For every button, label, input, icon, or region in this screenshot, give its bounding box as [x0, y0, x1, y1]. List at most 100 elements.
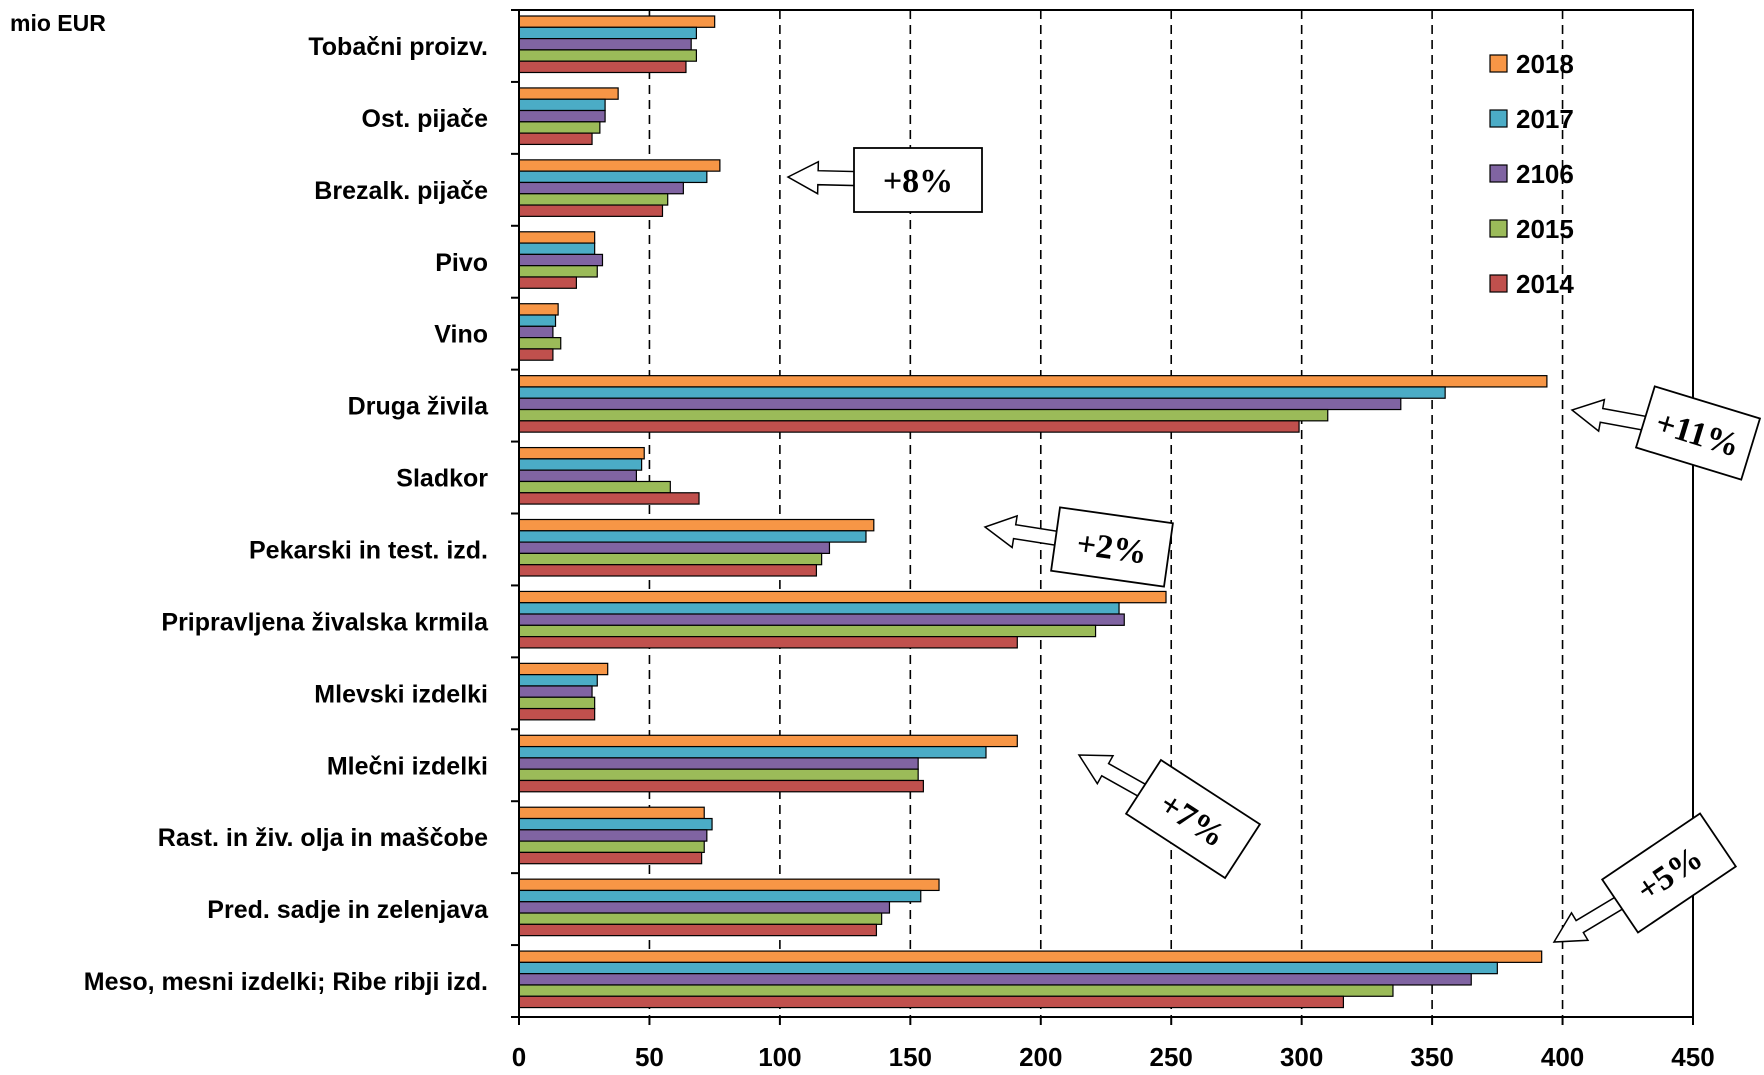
bar: [518, 817, 713, 831]
bar: [518, 912, 883, 925]
bar: [518, 458, 643, 471]
unit-label: mio EUR: [10, 10, 106, 36]
annotation-callout: +8%: [786, 147, 983, 213]
bar: [518, 636, 1018, 649]
bar: [518, 15, 716, 28]
category-label: Sladkor: [396, 465, 488, 493]
category-label: Tobačni proizv.: [308, 33, 488, 61]
x-tick-label: 300: [1280, 1042, 1323, 1072]
bar: [518, 923, 878, 937]
category-label: Brezalk. pijače: [314, 177, 488, 205]
annotation-frame: [853, 147, 983, 213]
annotation-frame: [1050, 506, 1174, 588]
x-tick-label: 50: [635, 1042, 664, 1072]
legend-swatch: [1489, 164, 1508, 183]
bar: [518, 397, 1402, 411]
legend-label: 2015: [1516, 214, 1574, 244]
bar: [518, 231, 596, 244]
bar: [518, 469, 638, 483]
bar: [518, 242, 596, 255]
bar: [518, 984, 1394, 997]
bar: [518, 768, 919, 782]
annotation-frame: [1124, 758, 1262, 880]
bar: [518, 375, 1548, 388]
annotation-box: +11%: [1634, 385, 1762, 481]
category-label: Druga živila: [348, 393, 489, 421]
bar: [518, 253, 604, 267]
bar: [518, 602, 1120, 615]
bar: [518, 181, 684, 195]
bar: [518, 109, 606, 123]
bar: [518, 87, 619, 100]
bar: [518, 265, 598, 278]
bar: [518, 707, 596, 721]
bar: [518, 121, 601, 134]
bar: [518, 303, 559, 316]
bar: [518, 420, 1300, 433]
bar: [518, 193, 669, 206]
bar: [518, 530, 867, 543]
annotation-box: +2%: [1050, 506, 1174, 588]
bar: [518, 613, 1125, 626]
bar: [518, 685, 593, 698]
legend-swatch: [1489, 219, 1508, 238]
bar: [518, 757, 919, 770]
bar: [518, 26, 698, 40]
legend-swatch: [1489, 109, 1508, 128]
annotation-label: +8%: [883, 163, 953, 200]
bar: [518, 49, 698, 62]
bar: [518, 851, 703, 865]
bar: [518, 950, 1543, 963]
bar: [518, 446, 645, 460]
legend-label: 2018: [1516, 49, 1574, 79]
bar: [518, 480, 671, 494]
bar: [518, 60, 687, 74]
category-label: Pekarski in test. izd.: [249, 536, 488, 564]
x-tick-label: 250: [1150, 1042, 1193, 1072]
x-tick-label: 100: [758, 1042, 801, 1072]
bar: [518, 901, 891, 914]
bar: [518, 314, 557, 327]
bar: [518, 541, 831, 554]
annotation-callout: +2%: [983, 506, 1174, 588]
legend-label: 2106: [1516, 159, 1574, 189]
bar: [518, 674, 598, 687]
bar: [518, 889, 922, 903]
legend-label: 2017: [1516, 104, 1574, 134]
x-tick-label: 0: [512, 1042, 526, 1072]
annotation-callout: +11%: [1570, 385, 1762, 481]
legend-swatch: [1489, 274, 1508, 293]
bar: [518, 590, 1167, 604]
bar: [518, 204, 664, 217]
bar: [518, 386, 1446, 399]
bar: [518, 159, 721, 172]
category-label: Meso, mesni izdelki; Ribe ribji izd.: [84, 968, 488, 996]
bar: [518, 745, 987, 759]
bar: [518, 840, 705, 854]
annotation-frame: [1634, 385, 1762, 481]
bar: [518, 734, 1018, 748]
bar: [518, 170, 708, 184]
x-tick-label: 450: [1671, 1042, 1714, 1072]
bar: [518, 276, 577, 289]
bar: [518, 878, 940, 892]
bar: [518, 995, 1345, 1009]
annotation-box: +8%: [853, 147, 983, 213]
category-label: Pripravljena živalska krmila: [161, 608, 489, 636]
bar: [518, 829, 708, 842]
bar: [518, 552, 823, 566]
bar: [518, 779, 924, 793]
x-tick-label: 150: [889, 1042, 932, 1072]
bar: [518, 696, 596, 710]
bar: [518, 973, 1472, 986]
category-label: Vino: [434, 321, 488, 349]
x-tick-label: 200: [1019, 1042, 1062, 1072]
bar: [518, 408, 1329, 422]
bar: [518, 961, 1498, 975]
bar: [518, 348, 554, 361]
bar: [518, 662, 609, 676]
category-label: Mlevski izdelki: [314, 680, 488, 708]
category-label: Pred. sadje in zelenjava: [207, 896, 489, 924]
annotation-frame: [1600, 812, 1738, 934]
